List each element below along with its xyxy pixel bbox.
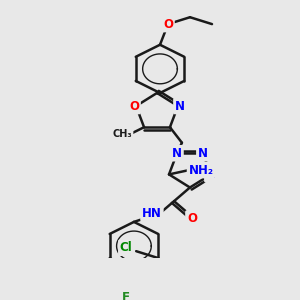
Text: N: N xyxy=(206,168,216,181)
Text: N: N xyxy=(175,100,185,112)
Text: O: O xyxy=(163,18,173,31)
Text: Cl: Cl xyxy=(120,241,133,254)
Text: NH₂: NH₂ xyxy=(188,164,214,177)
Text: O: O xyxy=(187,212,197,225)
Text: CH₃: CH₃ xyxy=(112,129,132,139)
Text: F: F xyxy=(122,291,130,300)
Text: O: O xyxy=(129,100,139,112)
Text: N: N xyxy=(198,147,208,160)
Text: N: N xyxy=(172,147,182,160)
Text: HN: HN xyxy=(142,207,162,220)
